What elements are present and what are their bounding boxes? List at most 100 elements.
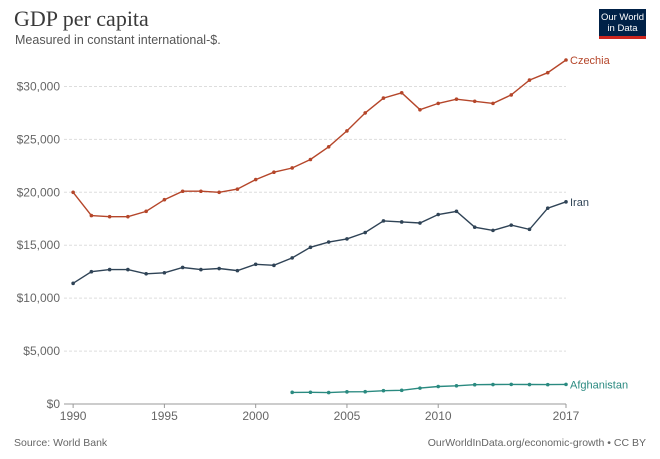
data-point[interactable] bbox=[363, 230, 368, 235]
data-point[interactable] bbox=[472, 99, 477, 104]
data-point[interactable] bbox=[381, 219, 386, 223]
x-tick-label: 2010 bbox=[425, 409, 452, 423]
series-label-czechia[interactable]: Czechia bbox=[570, 55, 611, 67]
data-point[interactable] bbox=[399, 388, 404, 393]
x-tick-label: 1990 bbox=[60, 409, 87, 423]
data-point[interactable] bbox=[454, 97, 459, 101]
data-point[interactable] bbox=[564, 200, 568, 204]
y-axis: $0 $5,000 $10,000 $15,000 $20,000 $25,000 $30,… bbox=[17, 79, 61, 411]
source-note: Source: World Bank bbox=[14, 437, 108, 449]
data-point[interactable] bbox=[308, 245, 313, 250]
data-point[interactable] bbox=[436, 212, 441, 217]
data-point[interactable] bbox=[527, 78, 532, 82]
data-point[interactable] bbox=[345, 237, 349, 241]
data-point[interactable] bbox=[436, 101, 441, 106]
owid-logo[interactable]: Our World in Data bbox=[599, 9, 646, 39]
data-point[interactable] bbox=[89, 213, 94, 218]
data-point[interactable] bbox=[89, 269, 94, 274]
logo-line-1: Our World bbox=[600, 12, 645, 23]
series-group: Czechia Iran Afghanistan bbox=[71, 55, 628, 395]
data-point[interactable] bbox=[199, 267, 203, 272]
data-point[interactable] bbox=[126, 214, 130, 219]
data-point[interactable] bbox=[527, 227, 532, 232]
data-point[interactable] bbox=[509, 223, 514, 227]
data-point[interactable] bbox=[144, 272, 148, 276]
data-point[interactable] bbox=[527, 382, 532, 387]
data-point[interactable] bbox=[454, 383, 459, 388]
data-point[interactable] bbox=[71, 281, 75, 286]
grid-lines bbox=[64, 85, 566, 405]
y-tick-label: $30,000 bbox=[17, 79, 61, 93]
data-point[interactable] bbox=[308, 390, 313, 395]
data-point[interactable] bbox=[290, 256, 294, 260]
data-point[interactable] bbox=[418, 386, 422, 390]
series-label-afghanistan[interactable]: Afghanistan bbox=[570, 379, 628, 391]
chart-title: GDP per capita bbox=[14, 6, 149, 31]
data-point[interactable] bbox=[418, 107, 422, 112]
data-point[interactable] bbox=[290, 390, 294, 395]
data-point[interactable] bbox=[399, 91, 404, 95]
data-point[interactable] bbox=[545, 382, 550, 387]
logo-line-2: in Data bbox=[607, 23, 638, 34]
data-point[interactable] bbox=[472, 225, 477, 230]
data-point[interactable] bbox=[290, 166, 294, 170]
data-point[interactable] bbox=[71, 190, 75, 195]
y-tick-label: $25,000 bbox=[17, 132, 61, 146]
data-point[interactable] bbox=[107, 267, 112, 272]
data-point[interactable] bbox=[381, 388, 386, 393]
data-point[interactable] bbox=[253, 262, 258, 267]
chart-subtitle: Measured in constant international-$. bbox=[15, 33, 221, 47]
data-point[interactable] bbox=[326, 144, 331, 149]
data-point[interactable] bbox=[564, 382, 568, 387]
data-point[interactable] bbox=[144, 209, 148, 214]
x-tick-label: 2005 bbox=[334, 409, 361, 423]
data-point[interactable] bbox=[491, 228, 495, 233]
data-point[interactable] bbox=[180, 189, 185, 194]
x-axis: 1990 1995 2000 2005 2010 2017 bbox=[60, 404, 580, 423]
data-point[interactable] bbox=[345, 129, 349, 133]
data-point[interactable] bbox=[399, 220, 404, 224]
data-point[interactable] bbox=[162, 197, 167, 202]
series-line-iran[interactable] bbox=[72, 201, 567, 284]
y-tick-label: $5,000 bbox=[23, 344, 60, 358]
data-point[interactable] bbox=[436, 384, 441, 389]
data-point[interactable] bbox=[107, 214, 112, 219]
series-label-iran[interactable]: Iran bbox=[570, 197, 589, 209]
y-tick-label: $15,000 bbox=[17, 238, 61, 252]
data-point[interactable] bbox=[326, 240, 331, 244]
data-point[interactable] bbox=[363, 111, 368, 115]
data-point[interactable] bbox=[235, 187, 240, 191]
series-line-afghanistan[interactable] bbox=[292, 383, 567, 394]
data-point[interactable] bbox=[235, 268, 240, 273]
data-point[interactable] bbox=[326, 390, 331, 395]
data-point[interactable] bbox=[545, 206, 550, 210]
data-point[interactable] bbox=[381, 96, 386, 100]
credit-link[interactable]: OurWorldInData.org/economic-growth • CC … bbox=[427, 437, 646, 449]
y-tick-label: $0 bbox=[47, 397, 61, 411]
x-tick-label: 2000 bbox=[242, 409, 269, 423]
y-tick-label: $20,000 bbox=[17, 185, 61, 199]
data-point[interactable] bbox=[162, 270, 167, 275]
data-point[interactable] bbox=[363, 389, 368, 394]
data-point[interactable] bbox=[308, 157, 313, 162]
data-point[interactable] bbox=[472, 382, 477, 387]
data-point[interactable] bbox=[509, 382, 514, 387]
data-point[interactable] bbox=[217, 190, 221, 195]
data-point[interactable] bbox=[272, 170, 276, 174]
data-point[interactable] bbox=[491, 101, 495, 106]
series-line-czechia[interactable] bbox=[72, 59, 567, 218]
data-point[interactable] bbox=[253, 177, 258, 182]
data-point[interactable] bbox=[180, 265, 185, 270]
data-point[interactable] bbox=[564, 58, 568, 62]
data-point[interactable] bbox=[545, 70, 550, 75]
data-point[interactable] bbox=[272, 263, 276, 268]
data-point[interactable] bbox=[345, 390, 349, 394]
data-point[interactable] bbox=[491, 382, 495, 387]
data-point[interactable] bbox=[126, 267, 130, 272]
data-point[interactable] bbox=[217, 266, 221, 271]
data-point[interactable] bbox=[509, 93, 514, 97]
data-point[interactable] bbox=[454, 209, 459, 214]
data-point[interactable] bbox=[199, 189, 203, 194]
data-point[interactable] bbox=[418, 221, 422, 225]
